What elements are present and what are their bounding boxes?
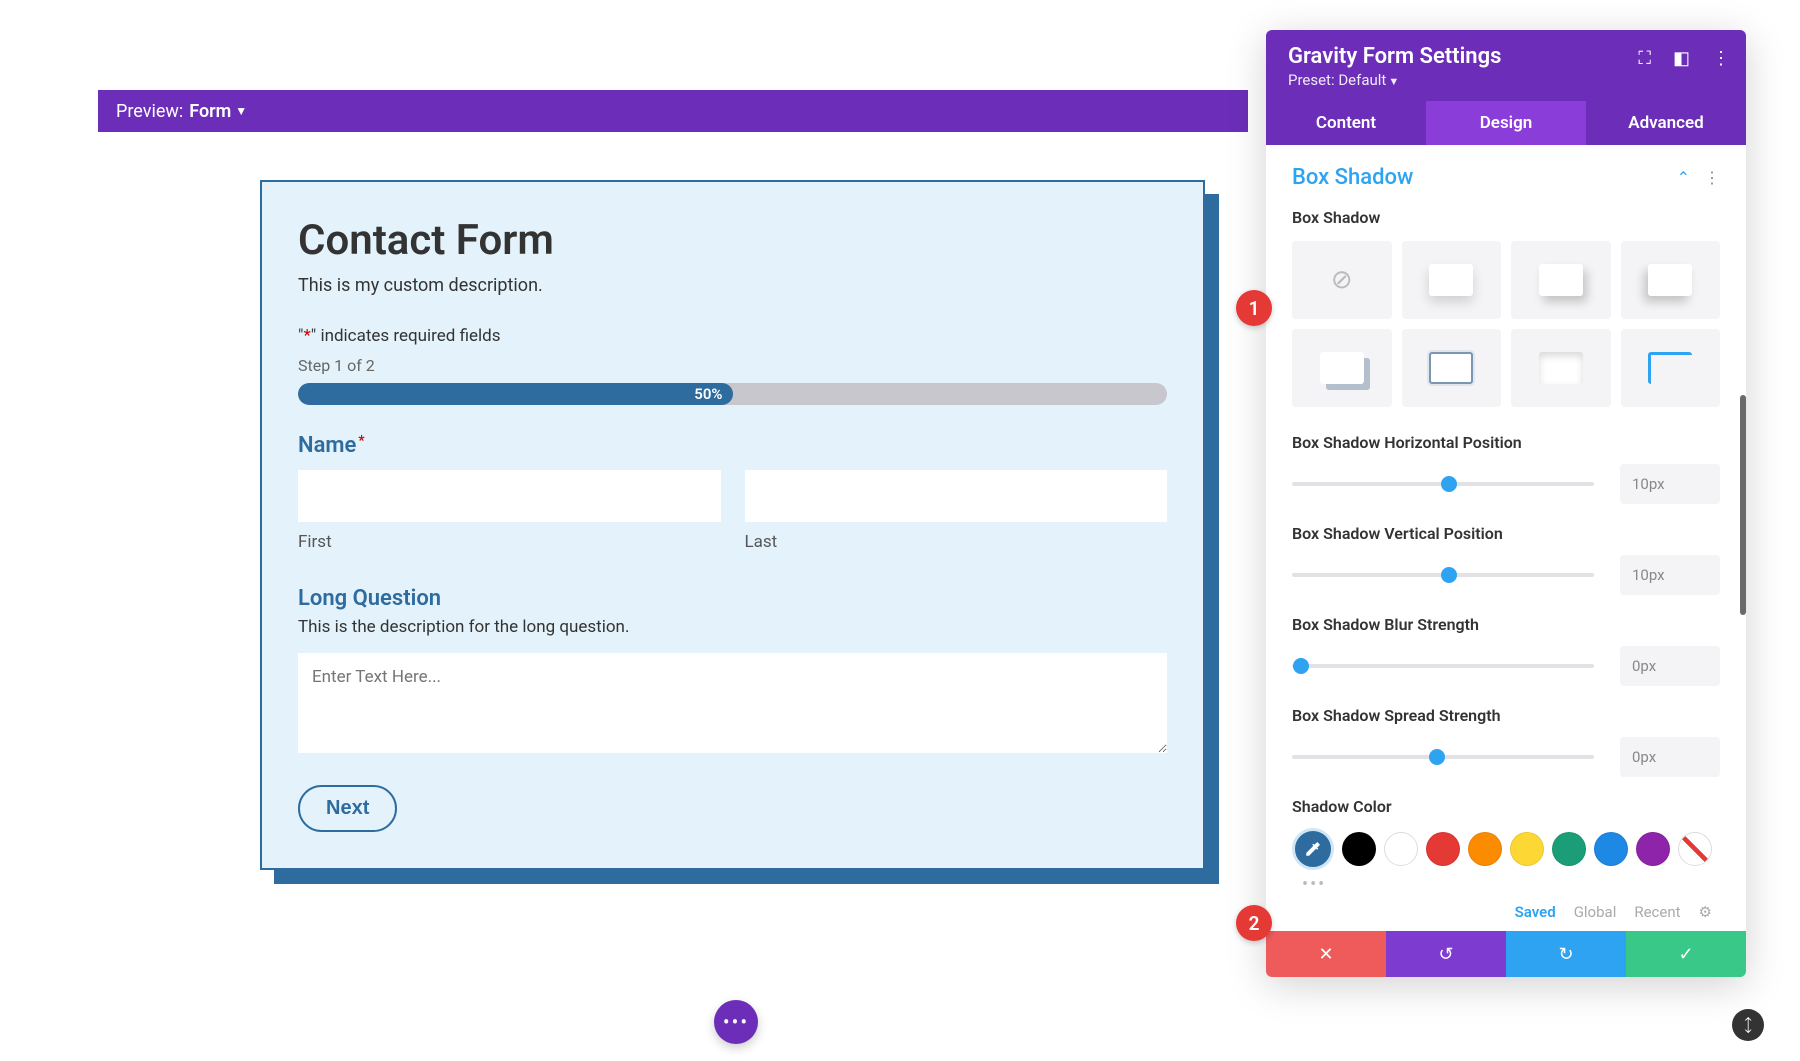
color-yellow[interactable] <box>1510 832 1544 866</box>
fullscreen-icon[interactable]: ⛶ <box>1638 48 1651 69</box>
shadow-preset-1[interactable] <box>1402 241 1502 319</box>
color-source-tabs: Saved Global Recent ⚙ <box>1292 903 1720 921</box>
progress-fill: 50% <box>298 383 733 405</box>
last-name-input[interactable] <box>745 470 1168 522</box>
panel-body: Box Shadow ⌃ ⋮ Box Shadow ⊘ Box Shadow H… <box>1266 145 1746 931</box>
slider-blur-value[interactable]: 0px <box>1620 646 1720 686</box>
required-note: "*" indicates required fields <box>298 326 1167 346</box>
preview-label: Preview: <box>116 101 183 122</box>
slider-v[interactable] <box>1292 573 1594 577</box>
slider-h-value[interactable]: 10px <box>1620 464 1720 504</box>
color-blue[interactable] <box>1594 832 1628 866</box>
box-shadow-label: Box Shadow <box>1292 208 1720 227</box>
slider-h-label: Box Shadow Horizontal Position <box>1292 433 1720 452</box>
name-field-label: Name* <box>298 433 1167 458</box>
undo-button[interactable]: ↺ <box>1386 931 1506 977</box>
color-more[interactable]: ••• <box>1292 874 1720 895</box>
color-none[interactable] <box>1678 832 1712 866</box>
annotation-badge-2: 2 <box>1236 905 1272 941</box>
form-title: Contact Form <box>298 216 1167 265</box>
slider-spread-label: Box Shadow Spread Strength <box>1292 706 1720 725</box>
shadow-preset-2[interactable] <box>1511 241 1611 319</box>
first-name-input[interactable] <box>298 470 721 522</box>
cancel-button[interactable]: ✕ <box>1266 931 1386 977</box>
color-green[interactable] <box>1552 832 1586 866</box>
color-picker-main[interactable] <box>1292 828 1334 870</box>
preview-bar: Preview: Form ▼ <box>98 90 1248 132</box>
panel-header: Gravity Form Settings Preset: Default▼ ⛶… <box>1266 30 1746 101</box>
slider-blur-label: Box Shadow Blur Strength <box>1292 615 1720 634</box>
color-purple[interactable] <box>1636 832 1670 866</box>
shadow-preset-4[interactable] <box>1292 329 1392 407</box>
collapse-icon[interactable]: ⌃ <box>1677 168 1690 187</box>
progress-bar: 50% <box>298 383 1167 405</box>
more-options-fab[interactable]: ••• <box>714 1000 758 1044</box>
form-preview: Contact Form This is my custom descripti… <box>260 180 1205 870</box>
long-question-textarea[interactable] <box>298 653 1167 753</box>
caret-down-icon: ▼ <box>235 104 247 118</box>
color-tab-global[interactable]: Global <box>1574 903 1617 921</box>
preview-type-dropdown[interactable]: Form ▼ <box>189 101 247 122</box>
panel-footer: ✕ ↺ ↻ ✓ <box>1266 931 1746 977</box>
color-tab-recent[interactable]: Recent <box>1634 903 1680 921</box>
slider-spread[interactable] <box>1292 755 1594 759</box>
tab-design[interactable]: Design <box>1426 101 1586 145</box>
first-sublabel: First <box>298 532 721 552</box>
shadow-preset-none[interactable]: ⊘ <box>1292 241 1392 319</box>
progress-value: 50% <box>694 385 722 403</box>
slider-blur[interactable] <box>1292 664 1594 668</box>
long-question-desc: This is the description for the long que… <box>298 617 1167 637</box>
annotation-badge-1: 1 <box>1236 290 1272 326</box>
eyedropper-icon <box>1304 840 1322 858</box>
shadow-preset-5[interactable] <box>1402 329 1502 407</box>
slider-h[interactable] <box>1292 482 1594 486</box>
redo-button[interactable]: ↻ <box>1506 931 1626 977</box>
form-card: Contact Form This is my custom descripti… <box>260 180 1205 870</box>
preview-type-value: Form <box>189 101 231 122</box>
tab-advanced[interactable]: Advanced <box>1586 101 1746 145</box>
expand-icon[interactable]: ⤡ <box>1725 1002 1770 1047</box>
slider-v-label: Box Shadow Vertical Position <box>1292 524 1720 543</box>
panel-tabs: Content Design Advanced <box>1266 101 1746 145</box>
shadow-preset-7[interactable] <box>1621 329 1721 407</box>
shadow-preset-grid: ⊘ <box>1292 241 1720 407</box>
shadow-color-label: Shadow Color <box>1292 797 1720 816</box>
save-button[interactable]: ✓ <box>1626 931 1746 977</box>
shadow-preset-3[interactable] <box>1621 241 1721 319</box>
tab-content[interactable]: Content <box>1266 101 1426 145</box>
section-more-icon[interactable]: ⋮ <box>1704 168 1720 187</box>
slider-spread-value[interactable]: 0px <box>1620 737 1720 777</box>
next-button[interactable]: Next <box>298 785 397 832</box>
section-title[interactable]: Box Shadow <box>1292 165 1413 190</box>
color-orange[interactable] <box>1468 832 1502 866</box>
color-palette <box>1292 828 1720 870</box>
form-description: This is my custom description. <box>298 275 1167 296</box>
shadow-preset-6[interactable] <box>1511 329 1611 407</box>
gear-icon[interactable]: ⚙ <box>1699 903 1712 921</box>
color-black[interactable] <box>1342 832 1376 866</box>
step-indicator: Step 1 of 2 <box>298 356 1167 375</box>
long-question-label: Long Question <box>298 586 1167 611</box>
color-tab-saved[interactable]: Saved <box>1515 903 1556 921</box>
more-icon[interactable]: ⋮ <box>1712 48 1730 69</box>
color-white[interactable] <box>1384 832 1418 866</box>
color-red[interactable] <box>1426 832 1460 866</box>
preset-dropdown[interactable]: Preset: Default▼ <box>1288 71 1724 89</box>
dock-icon[interactable]: ◧ <box>1673 48 1690 69</box>
settings-panel: Gravity Form Settings Preset: Default▼ ⛶… <box>1266 30 1746 977</box>
panel-scrollbar[interactable] <box>1740 395 1746 615</box>
slider-v-value[interactable]: 10px <box>1620 555 1720 595</box>
last-sublabel: Last <box>745 532 1168 552</box>
